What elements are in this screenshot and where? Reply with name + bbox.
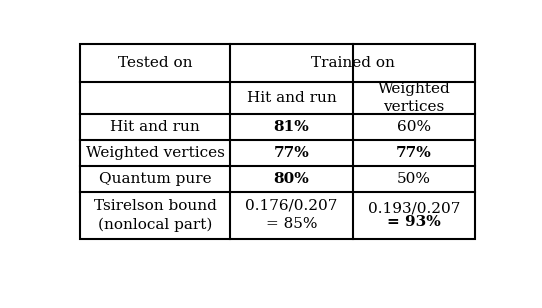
- Text: 60%: 60%: [397, 120, 431, 134]
- Text: 77%: 77%: [396, 146, 432, 160]
- Text: Hit and run: Hit and run: [247, 91, 337, 105]
- Text: Hit and run: Hit and run: [111, 120, 200, 134]
- Text: 77%: 77%: [274, 146, 309, 160]
- Text: Tsirelson bound
(nonlocal part): Tsirelson bound (nonlocal part): [94, 199, 217, 232]
- Text: = 93%: = 93%: [387, 215, 441, 229]
- Text: Trained on: Trained on: [311, 56, 395, 70]
- Text: 81%: 81%: [274, 120, 309, 134]
- Text: 50%: 50%: [397, 172, 431, 186]
- Text: 0.176/0.207
= 85%: 0.176/0.207 = 85%: [246, 199, 338, 231]
- Text: Quantum pure: Quantum pure: [99, 172, 212, 186]
- Text: 80%: 80%: [274, 172, 309, 186]
- Text: Tested on: Tested on: [118, 56, 192, 70]
- Text: Weighted vertices: Weighted vertices: [86, 146, 225, 160]
- Text: Weighted
vertices: Weighted vertices: [378, 82, 450, 114]
- Text: 0.193/0.207: 0.193/0.207: [368, 201, 460, 216]
